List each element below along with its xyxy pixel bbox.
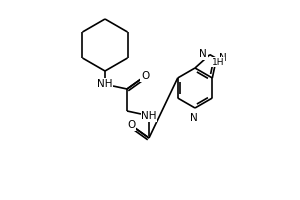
Text: N: N — [220, 53, 227, 63]
Text: O: O — [141, 71, 149, 81]
Text: 1H: 1H — [212, 58, 224, 67]
Text: NH: NH — [141, 111, 157, 121]
Text: O: O — [127, 120, 135, 130]
Text: N: N — [190, 113, 198, 123]
Text: N: N — [199, 49, 207, 59]
Text: NH: NH — [97, 79, 113, 89]
